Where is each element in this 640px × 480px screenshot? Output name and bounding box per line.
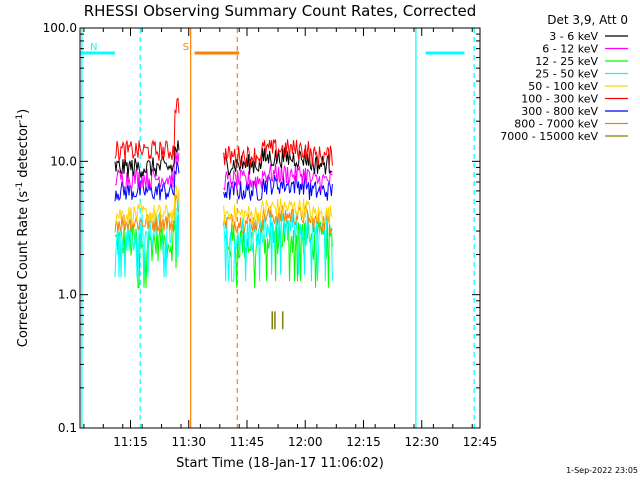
y-tick-label-1: 1.0 (58, 288, 77, 302)
series-300-800-kev (114, 161, 333, 202)
series-50-100-kev (114, 184, 333, 226)
flag-bar-label-0: N (90, 42, 97, 53)
series-segment-1 (223, 139, 333, 167)
y-axis-label-prefix: Corrected Count Rate (s (16, 191, 31, 348)
series-layer (114, 97, 333, 330)
series-segment-0 (114, 140, 180, 178)
axes-layer: 11:15 11:30 11:45 12:00 12:15 12:30 12:45 0.1 1.… (43, 21, 498, 449)
series-segment-0 (114, 192, 180, 278)
legend-label-7: 800 - 7000 keV (514, 118, 598, 131)
plot-frame (79, 27, 481, 429)
x-tick-label-6: 12:45 (463, 435, 498, 449)
series-segment-1 (223, 204, 333, 234)
legend-label-0: 3 - 6 keV (549, 30, 598, 43)
series-segment-1 (223, 173, 333, 201)
legend-label-5: 100 - 300 keV (521, 93, 598, 106)
x-tick-label-3: 12:00 (288, 435, 323, 449)
x-axis-label: Start Time (18-Jan-17 11:06:02) (176, 456, 384, 471)
legend-label-4: 50 - 100 keV (528, 80, 598, 93)
x-tick-label-4: 12:15 (346, 435, 381, 449)
chart-title: RHESSI Observing Summary Count Rates, Co… (84, 2, 477, 20)
series-segment-0 (114, 161, 180, 202)
y-tick-label-0: 0.1 (58, 421, 77, 435)
series-segment-0 (114, 97, 180, 161)
y-axis-label-suffix: ) (16, 109, 31, 114)
x-tick-label-1: 11:30 (171, 435, 206, 449)
y-tick-label-3: 100.0 (43, 21, 77, 35)
footer-timestamp: 1-Sep-2022 23:05 (566, 466, 638, 475)
x-tick-label-2: 11:45 (230, 435, 265, 449)
series-segment-1 (223, 198, 333, 226)
x-tick-label-5: 12:30 (404, 435, 439, 449)
series-segment-1 (223, 208, 333, 282)
y-axis-label: Corrected Count Rate (s-1 detector-1) (15, 109, 31, 347)
y-axis-label-exp1: -1 (15, 182, 25, 191)
series-segment-0 (114, 184, 180, 226)
legend-label-2: 12 - 25 keV (535, 55, 598, 68)
series-25-50-kev (114, 192, 333, 282)
x-tick-label-0: 11:15 (113, 435, 148, 449)
legend-label-8: 7000 - 15000 keV (500, 130, 598, 143)
series-100-300-kev (114, 97, 333, 167)
series-segment-0 (114, 148, 180, 189)
legend-label-6: 300 - 800 keV (521, 105, 598, 118)
legend-label-1: 6 - 12 keV (542, 43, 598, 56)
y-axis-label-middle: detector (16, 122, 31, 182)
y-axis-label-exp2: -1 (15, 114, 25, 123)
flag-bar-label-2: S (183, 42, 189, 53)
legend-title: Det 3,9, Att 0 (547, 13, 628, 27)
legend-label-3: 25 - 50 keV (535, 68, 598, 81)
y-tick-label-2: 10.0 (50, 154, 77, 168)
